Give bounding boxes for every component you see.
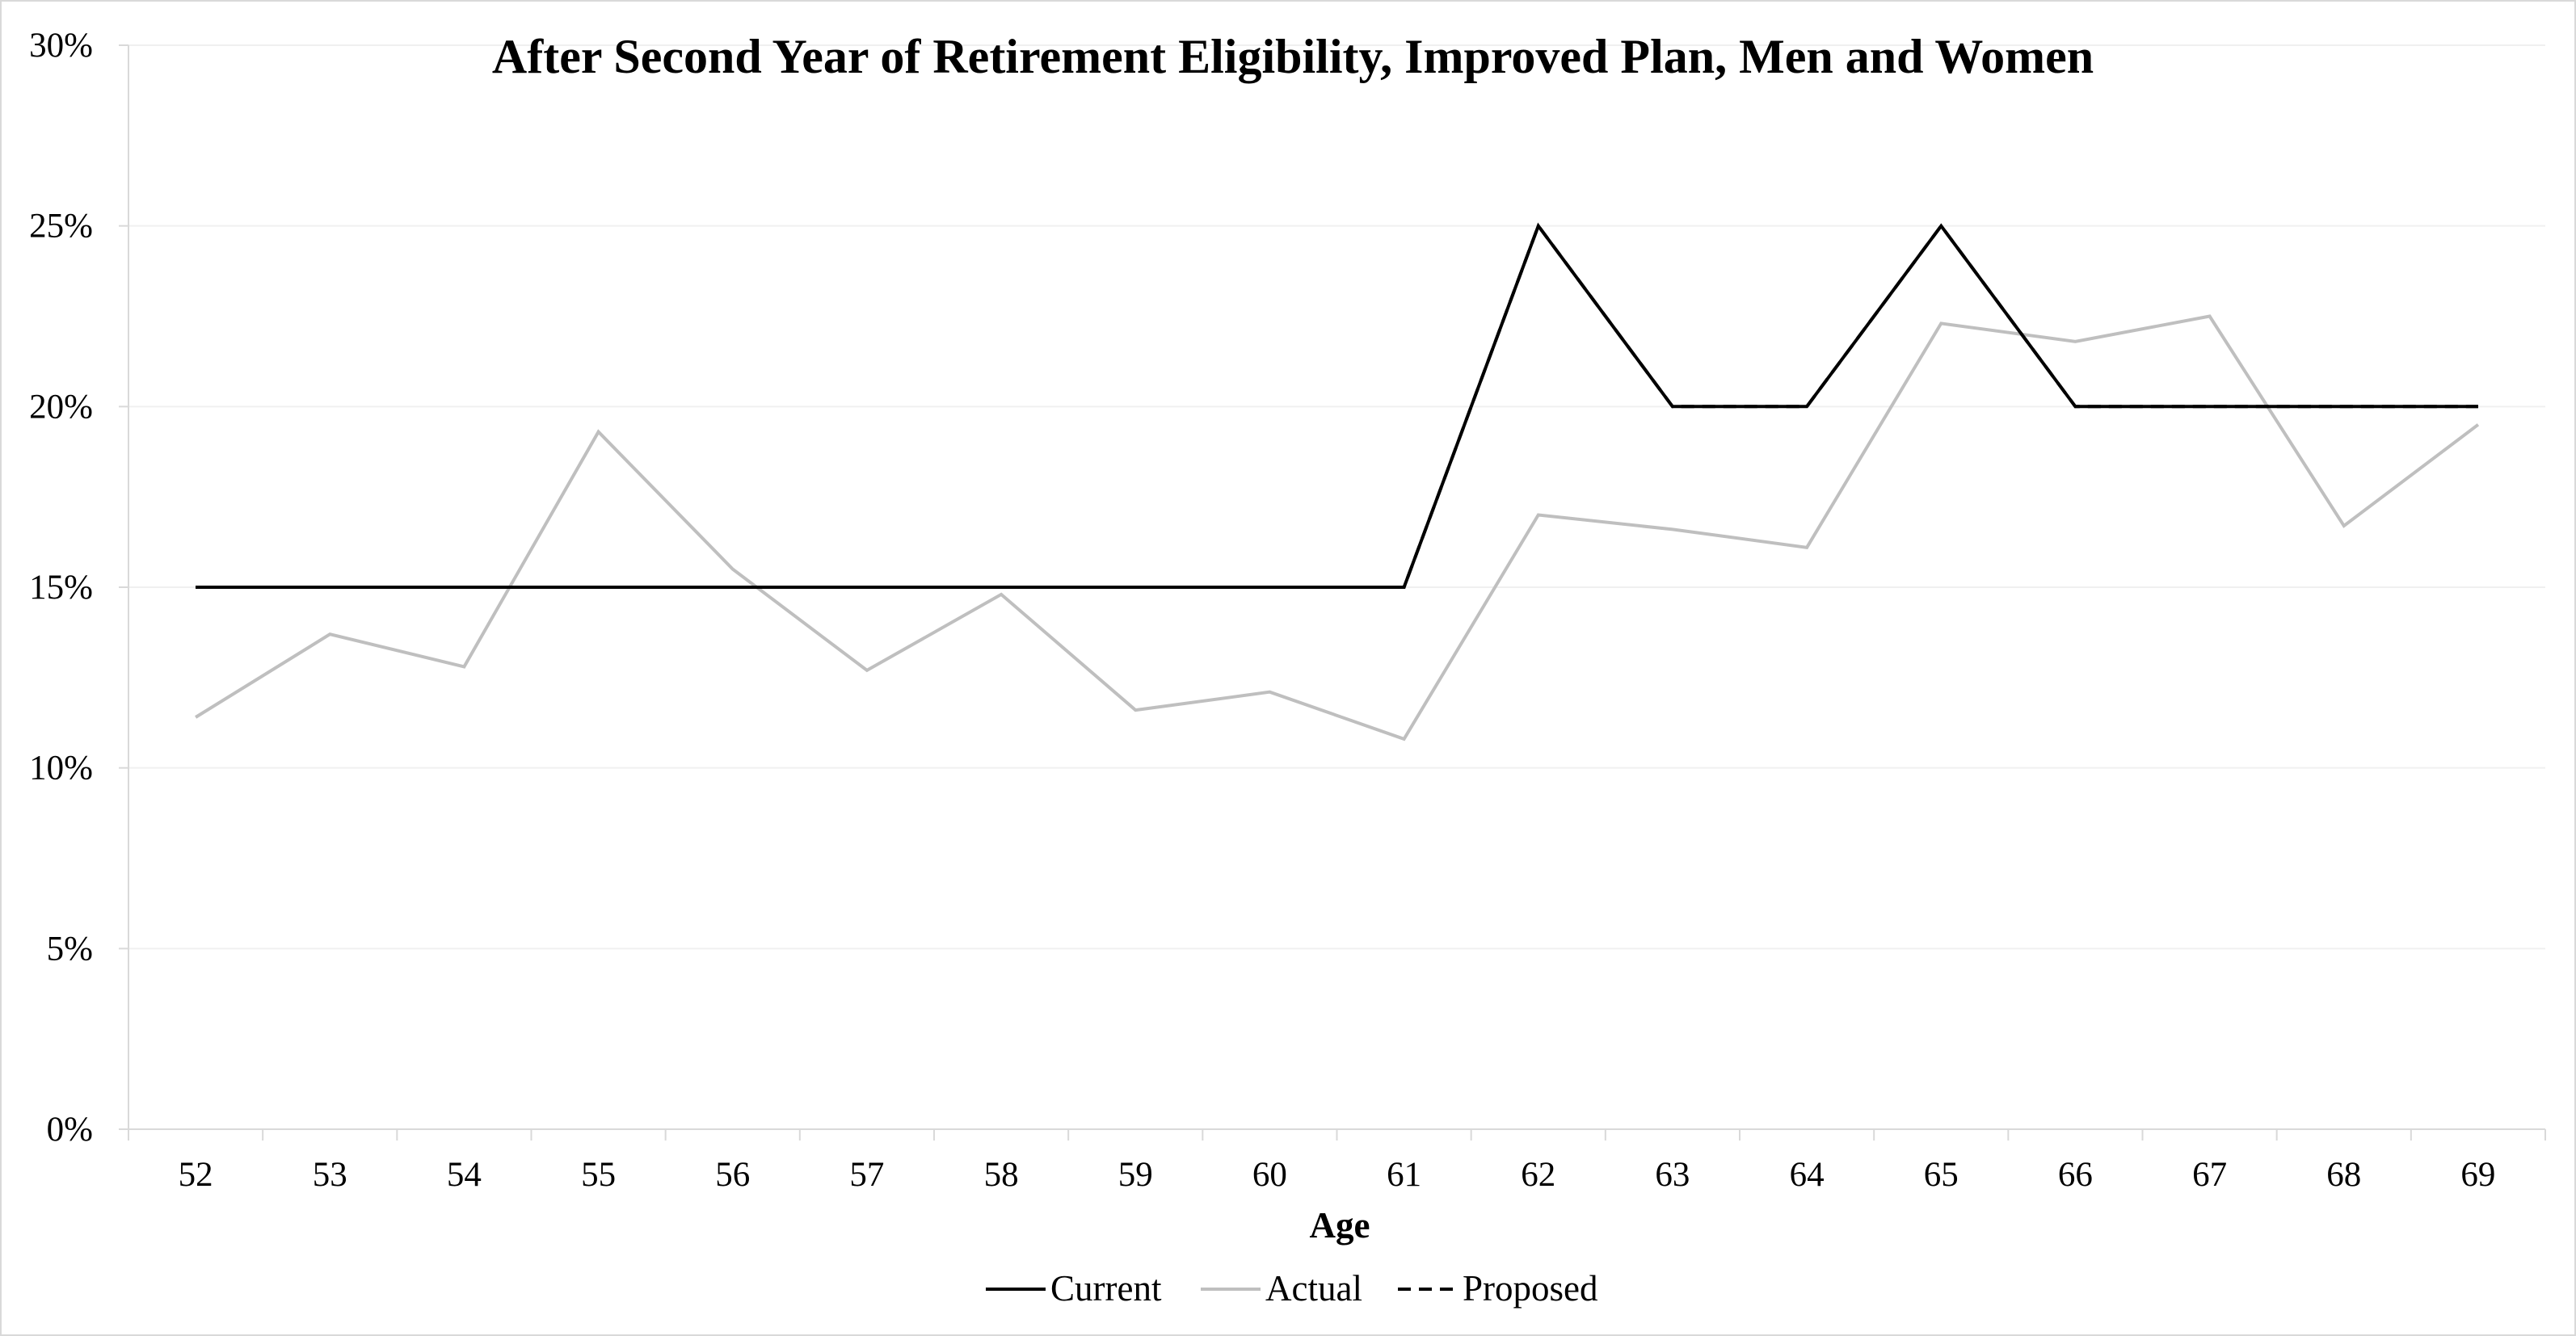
chart-title: After Second Year of Retirement Eligibil… <box>492 30 2094 83</box>
legend-label-current: Current <box>1050 1268 1162 1309</box>
series-line-actual <box>195 314 2480 742</box>
x-tick-label: 57 <box>849 1156 884 1194</box>
legend: Current Actual Proposed <box>986 1268 1598 1309</box>
y-tick-label: 10% <box>29 750 93 788</box>
x-tick-label: 66 <box>2058 1156 2093 1194</box>
legend-label-proposed: Proposed <box>1463 1268 1598 1309</box>
x-tick-label: 63 <box>1655 1156 1690 1194</box>
legend-item-actual: Actual <box>1201 1268 1362 1309</box>
legend-item-proposed: Proposed <box>1398 1268 1598 1309</box>
x-axis-title: Age <box>1310 1205 1370 1246</box>
x-tick-label: 62 <box>1521 1156 1555 1194</box>
y-tick-label: 20% <box>29 388 93 426</box>
x-tick-label: 59 <box>1118 1156 1153 1194</box>
x-tick-label: 58 <box>984 1156 1019 1194</box>
y-tick-label: 15% <box>29 569 93 607</box>
y-tick-label: 25% <box>29 208 93 246</box>
legend-label-actual: Actual <box>1265 1268 1362 1309</box>
x-tick-label: 61 <box>1387 1156 1421 1194</box>
y-axis-tick-labels: 0% 5% 10% 15% 20% 25% 30% <box>29 27 93 1149</box>
x-tick-label: 52 <box>179 1156 213 1194</box>
x-tick-label: 69 <box>2460 1156 2495 1194</box>
x-tick-label: 67 <box>2192 1156 2227 1194</box>
series-lines <box>195 222 2480 742</box>
x-tick-label: 56 <box>715 1156 750 1194</box>
x-tick-label: 55 <box>581 1156 616 1194</box>
x-tick-label: 68 <box>2326 1156 2361 1194</box>
y-tick-label: 5% <box>47 930 93 968</box>
series-line-proposed <box>196 222 2478 589</box>
axes <box>119 44 2546 1141</box>
y-tick-label: 0% <box>47 1111 93 1149</box>
x-tick-label: 54 <box>447 1156 482 1194</box>
legend-item-current: Current <box>986 1268 1162 1309</box>
x-tick-label: 60 <box>1252 1156 1287 1194</box>
x-tick-label: 53 <box>313 1156 347 1194</box>
x-axis-tick-labels: 52 53 54 55 56 57 58 59 60 61 62 63 64 65 66 67 68 69 <box>179 1156 2496 1194</box>
x-tick-label: 64 <box>1790 1156 1825 1194</box>
x-tick-label: 65 <box>1924 1156 1959 1194</box>
y-tick-label: 30% <box>29 27 93 65</box>
